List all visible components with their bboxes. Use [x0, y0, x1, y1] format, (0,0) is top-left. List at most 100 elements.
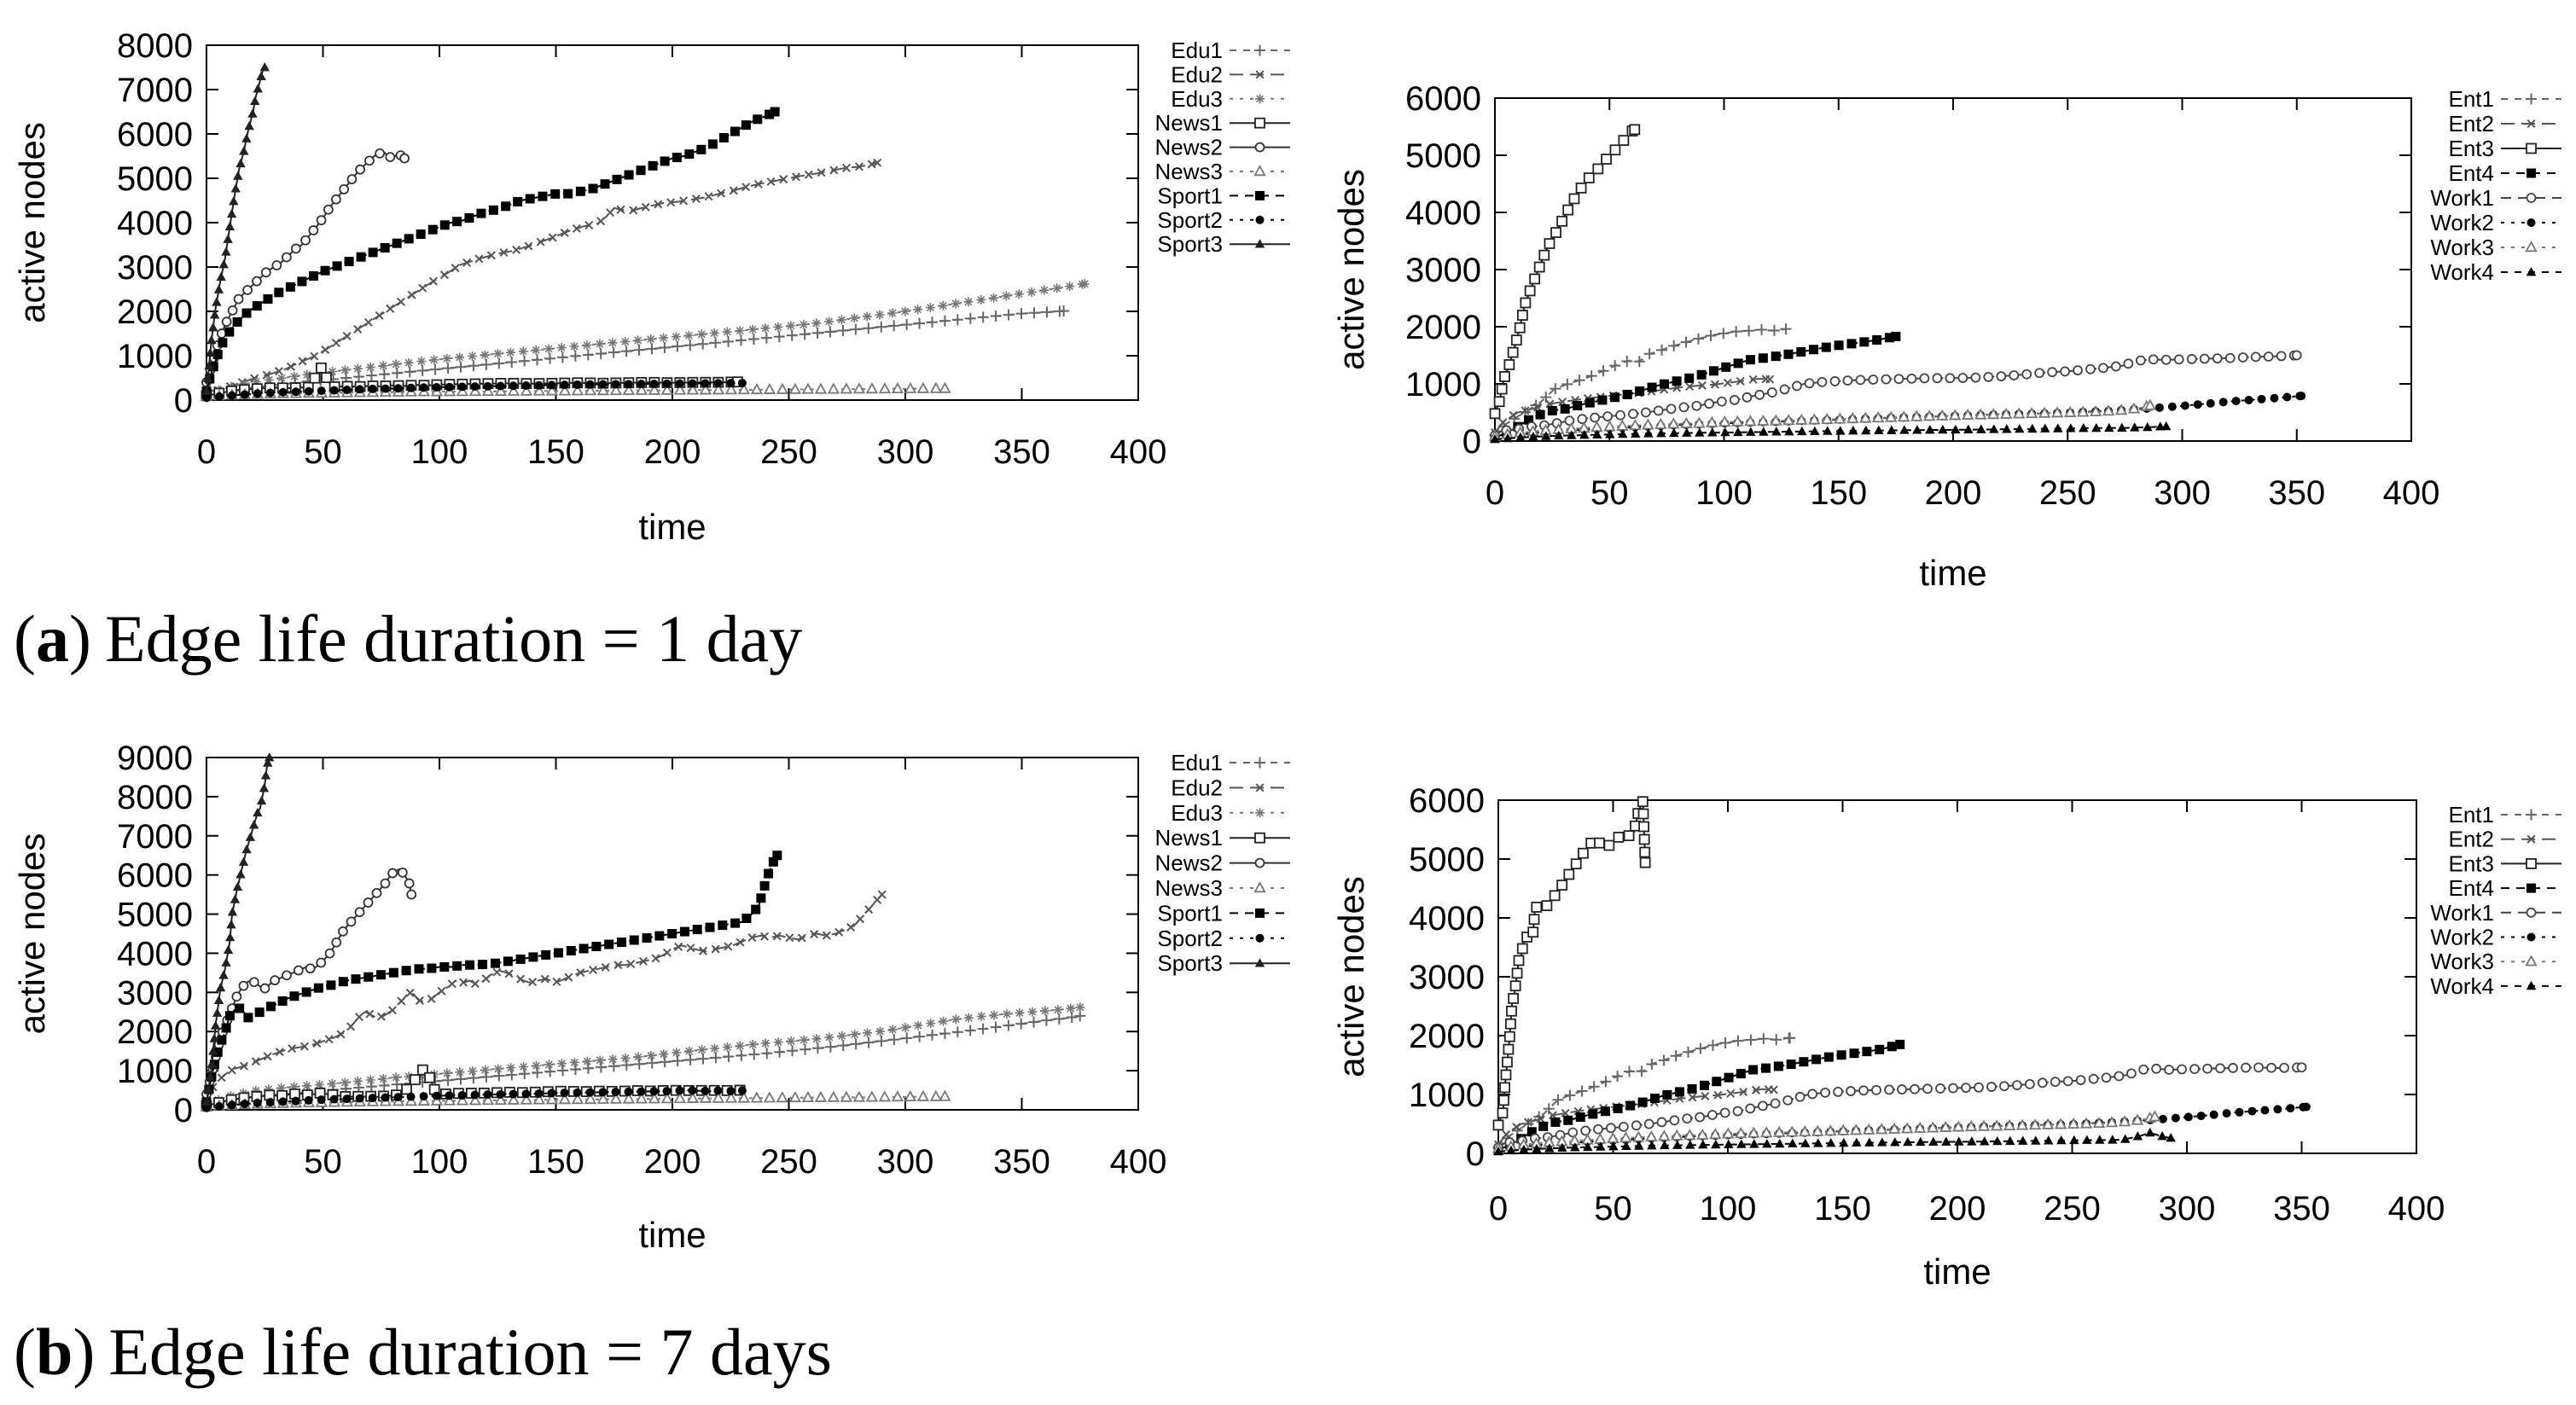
y-tick-label: 6000	[1405, 80, 1481, 118]
y-tick-label: 2000	[117, 293, 193, 331]
legend-label-News3: News3	[1155, 875, 1223, 901]
caption-a: (a) Edge life duration = 1 day	[14, 601, 802, 677]
legend-label-Work1: Work1	[2430, 900, 2494, 926]
caption-b-open-paren: (	[14, 1315, 36, 1389]
legend-label-Edu1: Edu1	[1171, 750, 1223, 775]
chart-b-left: 0 50 100 150 200 250 300 350 4000100020003000400…	[12, 740, 1290, 1255]
x-tick-label: 400	[1110, 433, 1167, 471]
legend-item-b-right-Ent1: Ent1	[2449, 802, 2561, 827]
legend-label-Work4: Work4	[2430, 259, 2494, 285]
x-tick-label: 250	[760, 1143, 817, 1181]
caption-b: (b) Edge life duration = 7 days	[14, 1314, 832, 1390]
x-tick-label: 200	[644, 1143, 701, 1181]
y-tick-label: 0	[1462, 423, 1481, 461]
x-tick-label: 400	[2383, 474, 2440, 512]
y-tick-label: 0	[174, 382, 193, 420]
legend-label-Sport1: Sport1	[1157, 900, 1223, 926]
y-tick-label: 7000	[117, 818, 193, 856]
caption-b-text: Edge life duration = 7 days	[108, 1315, 832, 1389]
legend-item-a-right-Ent2: Ent2	[2449, 111, 2561, 136]
caption-a-letter: a	[35, 601, 69, 676]
legend-item-a-right-Work3: Work3	[2430, 235, 2561, 260]
y-tick-label: 6000	[117, 857, 193, 895]
x-tick-label: 350	[2273, 1190, 2330, 1228]
caption-a-open-paren: (	[14, 601, 36, 676]
chart-b-right: 0 50 100 150 200 250 300 350 4000100020003000400…	[1331, 782, 2561, 1292]
x-tick-label: 150	[527, 1143, 584, 1181]
series-a-left-News2	[201, 148, 410, 388]
series-a-left-Sport1	[201, 107, 780, 397]
y-axis-title-a-left: active nodes	[12, 122, 52, 323]
x-tick-label: 100	[1695, 474, 1753, 512]
legend-label-Work3: Work3	[2430, 949, 2494, 974]
plot-border-b-right	[1497, 799, 2417, 1154]
series-a-left-Sport3	[201, 62, 270, 395]
legend-item-b-left-Edu1: Edu1	[1171, 750, 1290, 775]
y-tick-label: 0	[174, 1092, 193, 1129]
series-a-left-Edu2	[201, 158, 882, 395]
legend-item-b-right-Work2: Work2	[2430, 925, 2561, 950]
y-tick-label: 4000	[1405, 194, 1481, 232]
legend-item-b-right-Work4: Work4	[2430, 973, 2561, 999]
x-tick-label: 150	[1810, 474, 1867, 512]
x-tick-label: 50	[1590, 474, 1629, 512]
series-a-right-Ent1	[1489, 323, 1792, 441]
x-tick-label: 150	[1814, 1190, 1871, 1228]
legend-label-Ent1: Ent1	[2449, 802, 2495, 827]
x-tick-label: 0	[1489, 1190, 1508, 1228]
x-tick-label: 50	[1594, 1190, 1632, 1228]
y-tick-label: 9000	[117, 740, 193, 777]
x-tick-label: 350	[2268, 474, 2325, 512]
legend-label-Sport2: Sport2	[1157, 207, 1223, 233]
x-axis-title-b-right: time	[1923, 1251, 1991, 1292]
series-a-right-Work3	[1488, 398, 2157, 441]
legend-item-b-right-Ent3: Ent3	[2449, 851, 2561, 876]
legend-item-b-left-Edu3: Edu3	[1171, 800, 1290, 826]
series-a-left-Sport2	[202, 378, 747, 403]
legend-label-Edu2: Edu2	[1171, 775, 1223, 800]
y-tick-label: 3000	[117, 249, 193, 287]
y-tick-label: 4000	[117, 205, 193, 242]
y-tick-label: 8000	[117, 27, 193, 65]
legend-label-Ent4: Ent4	[2449, 160, 2495, 186]
series-b-right-Work4	[1493, 1127, 2176, 1156]
legend-item-b-left-Edu2: Edu2	[1171, 775, 1290, 800]
y-tick-label: 3000	[1405, 252, 1481, 289]
legend-label-Ent2: Ent2	[2449, 111, 2495, 136]
legend-item-b-left-News2: News2	[1155, 851, 1290, 876]
y-tick-label: 6000	[1409, 782, 1485, 820]
x-axis-title-a-left: time	[638, 507, 706, 547]
legend-label-Ent2: Ent2	[2449, 827, 2495, 852]
legend-label-Work3: Work3	[2430, 235, 2494, 260]
legend-label-News2: News2	[1155, 851, 1223, 876]
legend-item-a-right-Ent3: Ent3	[2449, 136, 2561, 161]
y-tick-label: 0	[1466, 1135, 1485, 1173]
caption-b-close-paren: )	[73, 1315, 96, 1389]
series-b-left-Sport1	[201, 851, 782, 1107]
legend-label-News1: News1	[1155, 110, 1223, 136]
x-tick-label: 300	[877, 433, 934, 471]
x-tick-label: 50	[304, 433, 342, 471]
x-tick-label: 100	[411, 1143, 468, 1181]
legend-a-left: Edu1Edu2Edu3News1News2News3Sport1Sport2S…	[1155, 38, 1290, 257]
legend-label-News3: News3	[1155, 159, 1223, 184]
x-tick-label: 150	[527, 433, 584, 471]
x-tick-label: 200	[644, 433, 701, 471]
legend-label-Edu3: Edu3	[1171, 86, 1223, 112]
legend-item-b-left-Sport2: Sport2	[1157, 926, 1290, 951]
y-tick-label: 1000	[117, 338, 193, 375]
legend-label-Ent3: Ent3	[2449, 851, 2495, 876]
series-b-left-Edu3	[201, 1002, 1085, 1109]
legend-item-a-right-Work2: Work2	[2430, 210, 2561, 235]
legend-item-b-right-Ent2: Ent2	[2449, 827, 2561, 852]
legend-item-a-right-Work4: Work4	[2430, 259, 2561, 285]
x-tick-label: 350	[993, 1143, 1050, 1181]
x-tick-label: 0	[197, 1143, 216, 1181]
series-group-a-left	[200, 62, 1090, 403]
series-a-right-Ent3	[1489, 124, 1641, 420]
legend-label-Sport2: Sport2	[1157, 926, 1223, 951]
